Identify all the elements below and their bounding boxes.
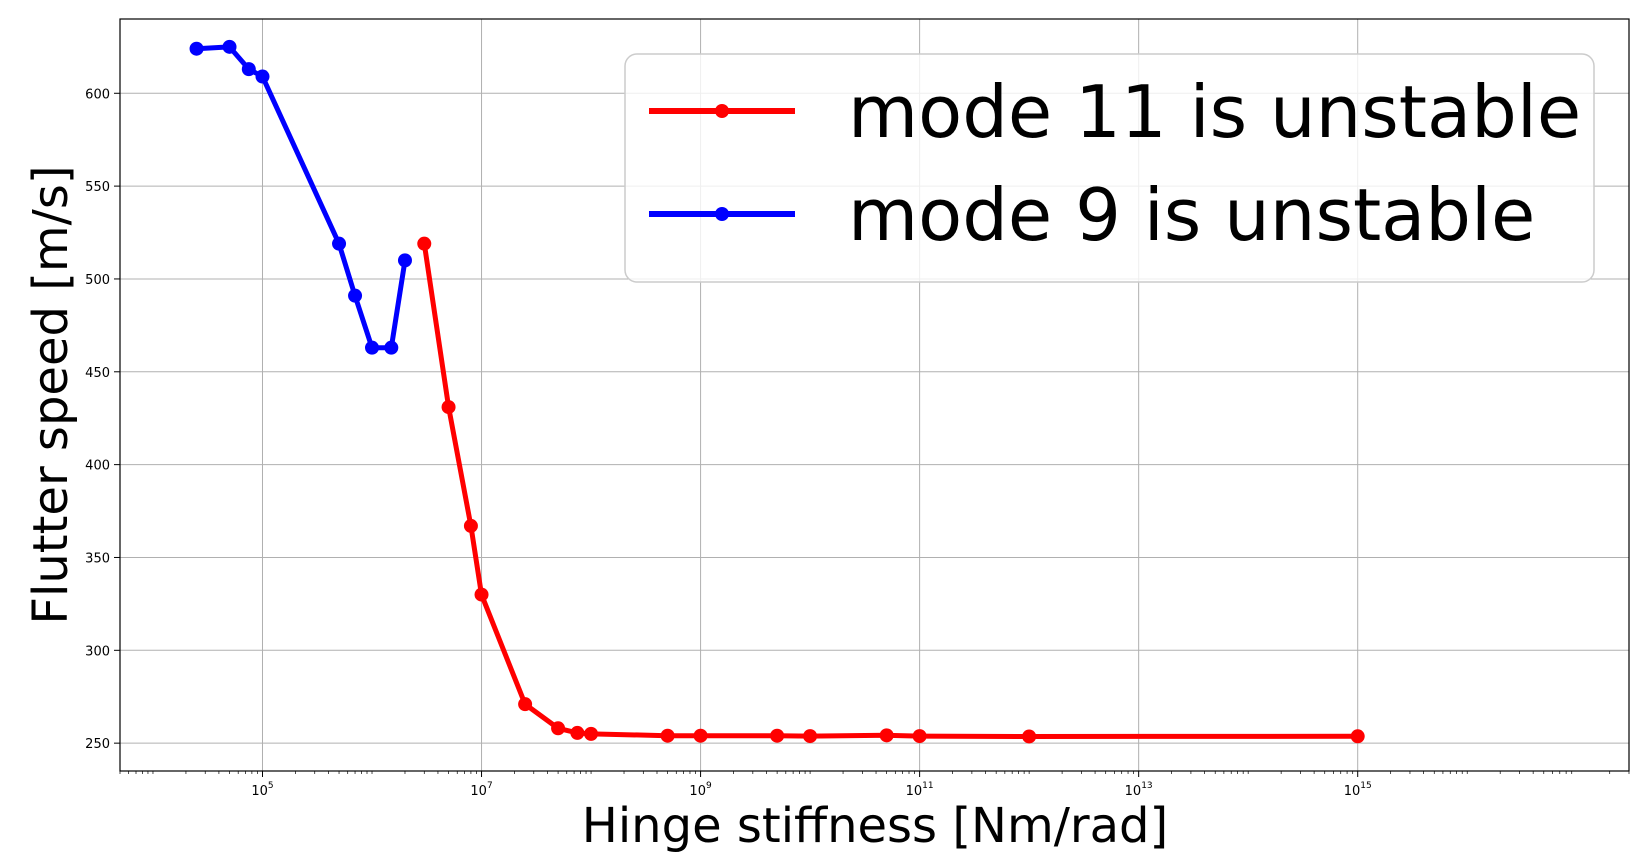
y-tick-label: 300 [85,644,110,659]
data-point [474,587,489,602]
data-point [570,725,585,740]
data-point [397,253,412,268]
data-point [912,729,927,744]
data-point [384,340,399,355]
plot-frame [119,18,1630,772]
data-point [189,41,204,56]
y-tick-label: 400 [85,459,110,474]
data-point [348,288,363,303]
y-tick-label: 450 [85,366,110,381]
legend-box [624,53,1595,283]
data-point [1350,729,1365,744]
legend-marker-mode-9 [715,207,729,221]
legend-entry-mode-9: mode 9 is unstable [649,173,1535,257]
series-line-0 [421,241,1361,739]
data-point [551,721,566,736]
data-point [417,236,432,251]
y-tick-label: 350 [85,551,110,566]
series-layer [189,39,1365,744]
legend-label-mode-11: mode 11 is unstable [848,70,1581,154]
data-point [241,62,256,77]
legend-entry-mode-11: mode 11 is unstable [649,70,1581,154]
data-point [365,340,380,355]
y-tick-label: 250 [85,737,110,752]
data-point [222,39,237,54]
data-point [803,729,818,744]
legend: mode 11 is unstable mode 9 is unstable [624,53,1595,283]
data-point [584,726,599,741]
data-point [693,728,708,743]
data-point [255,69,270,84]
data-point [441,400,456,415]
x-axis-title: Hinge stiffness [Nm/rad] [582,798,1168,852]
data-point [1022,729,1037,744]
legend-label-mode-9: mode 9 is unstable [848,173,1535,257]
y-tick-label: 600 [85,87,110,102]
data-point [463,518,478,533]
data-point [879,728,894,743]
data-point [332,236,347,251]
data-point [660,728,675,743]
y-tick-label: 500 [85,273,110,288]
data-point [518,697,533,712]
y-tick-label: 550 [85,180,110,195]
axis-ticks: 105 107 109 1011 1013 10152503003504004505005… [85,87,1630,799]
data-point [770,728,785,743]
legend-marker-mode-11 [715,104,729,118]
y-axis-title: Flutter speed [m/s] [23,165,79,624]
